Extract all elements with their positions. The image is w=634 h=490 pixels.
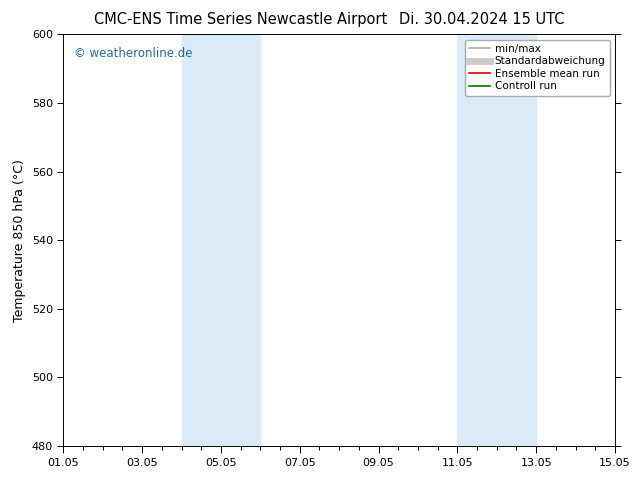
Text: © weatheronline.de: © weatheronline.de: [74, 47, 193, 60]
Bar: [457, 34, 536, 446]
Bar: [181, 34, 261, 446]
Legend: min/max, Standardabweichung, Ensemble mean run, Controll run: min/max, Standardabweichung, Ensemble me…: [465, 40, 610, 96]
Y-axis label: Temperature 850 hPa (°C): Temperature 850 hPa (°C): [13, 159, 26, 321]
Text: CMC-ENS Time Series Newcastle Airport: CMC-ENS Time Series Newcastle Airport: [94, 12, 387, 27]
Text: Di. 30.04.2024 15 UTC: Di. 30.04.2024 15 UTC: [399, 12, 565, 27]
